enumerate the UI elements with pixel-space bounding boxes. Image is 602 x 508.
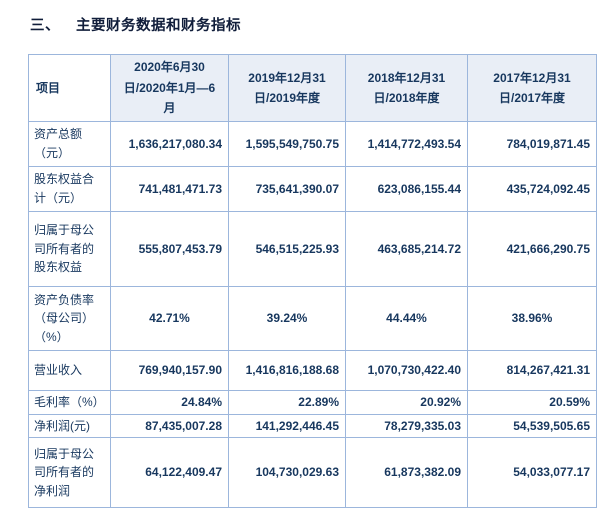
- period-column-header-1: 2020年6月30日/2020年1月—6月: [110, 54, 229, 122]
- table-row-equity-parent: 归属于母公司所有者的股东权益 555,807,453.79 546,515,22…: [28, 211, 597, 287]
- cell-value: 1,070,730,422.40: [345, 350, 468, 391]
- section-title: 主要财务数据和财务指标: [76, 18, 241, 34]
- cell-value: 421,666,290.75: [467, 211, 597, 287]
- cell-value: 54,539,505.65: [467, 413, 597, 439]
- cell-value: 64,122,409.47: [110, 437, 229, 508]
- header-row: 项目 2020年6月30日/2020年1月—6月 2019年12月31日/201…: [28, 54, 597, 122]
- cell-value: 435,724,092.45: [467, 166, 597, 212]
- section-marker: 三、: [30, 18, 60, 34]
- row-label: 资产负债率（母公司）（%）: [28, 286, 111, 351]
- cell-value: 1,595,549,750.75: [228, 121, 346, 167]
- period-column-header-2: 2019年12月31日/2019年度: [228, 54, 346, 122]
- cell-value: 20.59%: [467, 390, 597, 415]
- cell-value: 735,641,390.07: [228, 166, 346, 212]
- section-heading: 三、 主要财务数据和财务指标: [30, 14, 596, 35]
- cell-value: 546,515,225.93: [228, 211, 346, 287]
- period-column-header-4: 2017年12月31日/2017年度: [467, 54, 597, 122]
- cell-value: 87,435,007.28: [110, 413, 229, 439]
- cell-value: 20.92%: [345, 390, 468, 415]
- cell-value: 814,267,421.31: [467, 350, 597, 391]
- cell-value: 44.44%: [345, 286, 468, 351]
- cell-value: 61,873,382.09: [345, 437, 468, 508]
- cell-value: 1,636,217,080.34: [110, 121, 229, 167]
- row-label: 营业收入: [28, 350, 111, 391]
- cell-value: 24.84%: [110, 390, 229, 415]
- table-row-revenue: 营业收入 769,940,157.90 1,416,816,188.68 1,0…: [28, 350, 597, 391]
- table-row-gross-margin: 毛利率（%） 24.84% 22.89% 20.92% 20.59%: [28, 390, 597, 415]
- cell-value: 555,807,453.79: [110, 211, 229, 287]
- cell-value: 39.24%: [228, 286, 346, 351]
- cell-value: 623,086,155.44: [345, 166, 468, 212]
- cell-value: 141,292,446.45: [228, 413, 346, 439]
- row-label: 股东权益合计（元）: [28, 166, 111, 212]
- cell-value: 54,033,077.17: [467, 437, 597, 508]
- row-label: 归属于母公司所有者的净利润: [28, 437, 111, 508]
- cell-value: 38.96%: [467, 286, 597, 351]
- cell-value: 463,685,214.72: [345, 211, 468, 287]
- cell-value: 784,019,871.45: [467, 121, 597, 167]
- cell-value: 42.71%: [110, 286, 229, 351]
- cell-value: 22.89%: [228, 390, 346, 415]
- row-label: 归属于母公司所有者的股东权益: [28, 211, 111, 287]
- cell-value: 78,279,335.03: [345, 413, 468, 439]
- cell-value: 1,416,816,188.68: [228, 350, 346, 391]
- table-row-debt-ratio: 资产负债率（母公司）（%） 42.71% 39.24% 44.44% 38.96…: [28, 286, 597, 351]
- period-column-header-3: 2018年12月31日/2018年度: [345, 54, 468, 122]
- row-label: 资产总额（元）: [28, 121, 111, 167]
- cell-value: 1,414,772,493.54: [345, 121, 468, 167]
- financial-table: 项目 2020年6月30日/2020年1月—6月 2019年12月31日/201…: [28, 54, 597, 508]
- cell-value: 741,481,471.73: [110, 166, 229, 212]
- table-row-net-profit: 净利润(元) 87,435,007.28 141,292,446.45 78,2…: [28, 413, 597, 439]
- row-label: 净利润(元): [28, 413, 111, 439]
- cell-value: 769,940,157.90: [110, 350, 229, 391]
- cell-value: 104,730,029.63: [228, 437, 346, 508]
- table-row-total-assets: 资产总额（元） 1,636,217,080.34 1,595,549,750.7…: [28, 121, 597, 167]
- item-column-header: 项目: [28, 54, 111, 122]
- table-row-net-profit-parent: 归属于母公司所有者的净利润 64,122,409.47 104,730,029.…: [28, 437, 597, 508]
- row-label: 毛利率（%）: [28, 390, 111, 415]
- table-row-total-equity: 股东权益合计（元） 741,481,471.73 735,641,390.07 …: [28, 166, 597, 212]
